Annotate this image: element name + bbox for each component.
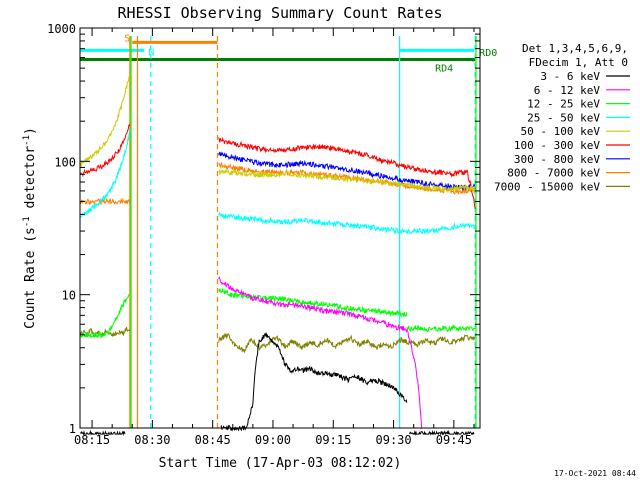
plot-frame — [79, 27, 481, 429]
series-300-800-kev-line — [218, 151, 476, 192]
legend-entry-label: 300 - 800 keV — [514, 153, 600, 166]
series-group — [79, 76, 476, 437]
legend-entry-label: 7000 - 15000 keV — [494, 180, 600, 193]
flag-label-4: RD0 — [479, 48, 497, 59]
x-tick-label: 08:15 — [74, 433, 110, 447]
rd0-marker — [471, 58, 475, 62]
y-tick-label: 100 — [54, 155, 76, 169]
y-axis-label-exp2: -1 — [22, 135, 32, 146]
x-axis-label: Start Time (17-Apr-03 08:12:02) — [159, 456, 402, 471]
y-axis-label-mid: detector — [23, 146, 38, 217]
axes: 08:15 08:30 08:45 09:00 09:15 09:30 09:45 1 10 10… — [47, 22, 480, 447]
marker-lines — [129, 36, 477, 428]
legend-header-line: Det 1,3,4,5,6,9, — [522, 42, 628, 55]
series-50-100-kev-line — [218, 169, 476, 194]
series-3-6-kev-line — [409, 429, 475, 436]
y-axis-label-exp1: -1 — [22, 216, 32, 227]
x-tick-label: 09:00 — [255, 433, 291, 447]
legend-entry-label: 100 - 300 keV — [514, 139, 600, 152]
series-12-25-kev-line — [406, 325, 476, 333]
chart-title: RHESSI Observing Summary Count Rates — [117, 4, 442, 22]
legend-entry-label: 25 - 50 keV — [527, 111, 600, 124]
series-12-25-kev-line — [79, 293, 130, 339]
legend: Det 1,3,4,5,6,9,FDecim 1, Att 03 - 6 keV… — [494, 42, 630, 193]
x-tick-label: 08:45 — [195, 433, 231, 447]
series-100-300-kev-line — [79, 123, 131, 178]
y-tick-label: 1000 — [47, 22, 76, 36]
flag-label-0: S — [124, 33, 130, 44]
series-12-25-kev-line — [218, 287, 408, 319]
y-tick-label: 10 — [62, 289, 76, 303]
legend-header-line: FDecim 1, Att 0 — [529, 56, 628, 69]
legend-entry-label: 50 - 100 keV — [521, 125, 601, 138]
series-3-6-kev-line — [79, 429, 126, 437]
legend-entry-label: 6 - 12 keV — [534, 84, 601, 97]
legend-entry-label: 3 - 6 keV — [540, 70, 600, 83]
footer-timestamp: 17-Oct-2021 08:44 — [554, 469, 636, 478]
x-tick-label: 09:30 — [376, 433, 412, 447]
series-7000-15000-kev-line — [218, 332, 476, 354]
x-tick-label: 08:30 — [134, 433, 170, 447]
series-25-50-kev-line — [218, 211, 476, 235]
series-800-7000-kev-line — [79, 197, 131, 206]
series-50-100-kev-line — [79, 76, 130, 168]
flag-label-1: N — [148, 47, 154, 58]
flag-bars: S N RD4 RD0 — [80, 33, 497, 75]
y-axis-label-start: Count Rate (s — [23, 227, 38, 329]
series-6-12-kev-line — [406, 329, 423, 429]
legend-entry-label: 800 - 7000 keV — [507, 167, 600, 180]
legend-entry-label: 12 - 25 keV — [527, 98, 600, 111]
series-6-12-kev-line — [218, 275, 408, 334]
flag-label-3: RD4 — [435, 64, 453, 75]
series-3-6-kev-line — [220, 332, 408, 432]
y-tick-label: 1 — [69, 422, 76, 436]
x-tick-label: 09:45 — [436, 433, 472, 447]
series-100-300-kev-line — [218, 136, 476, 209]
y-axis-label-end: ) — [23, 127, 38, 135]
series-25-50-kev-line — [79, 127, 131, 219]
y-axis-label: Count Rate (s-1 detector-1) — [22, 127, 38, 329]
x-tick-label: 09:15 — [315, 433, 351, 447]
